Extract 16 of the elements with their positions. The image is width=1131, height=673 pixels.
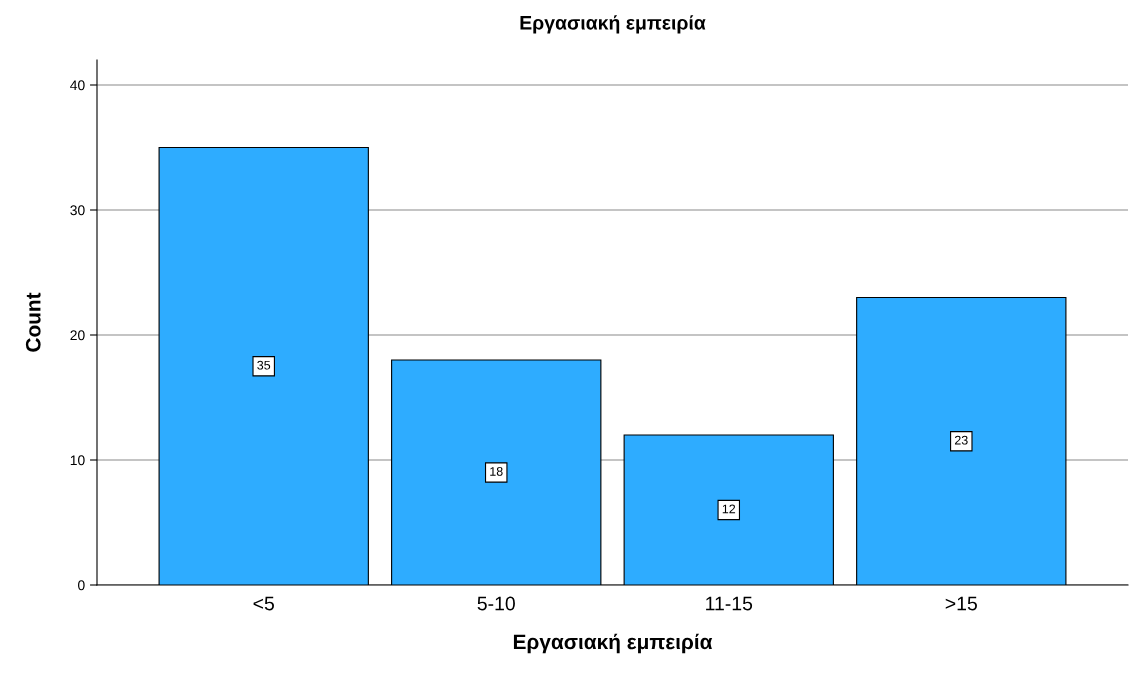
y-tick-label: 20 (70, 330, 85, 341)
x-axis-title: Εργασιακή εμπειρία (513, 633, 713, 654)
data-label: 23 (954, 435, 968, 445)
x-tick-label: 11-15 (706, 596, 753, 611)
x-tick-label: <5 (253, 596, 274, 611)
y-tick-label: 30 (70, 205, 85, 216)
x-tick-label: 5-10 (477, 596, 515, 611)
chart-title: Εργασιακή εμπειρία (520, 15, 706, 34)
data-label: 12 (722, 504, 736, 514)
data-label: 35 (257, 360, 271, 370)
y-axis-title: Count (25, 292, 41, 352)
y-tick-label: 40 (70, 80, 85, 91)
data-label: 18 (490, 467, 503, 476)
y-tick-label: 10 (70, 455, 85, 466)
y-tick-label: 0 (78, 580, 85, 591)
x-tick-label: >15 (945, 596, 977, 611)
